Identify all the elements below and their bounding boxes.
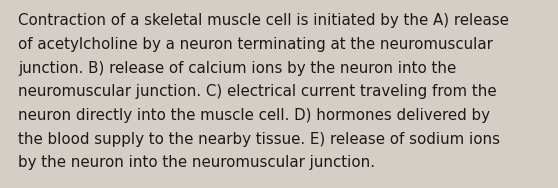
- Text: neuromuscular junction. C) electrical current traveling from the: neuromuscular junction. C) electrical cu…: [18, 84, 497, 99]
- Text: junction. B) release of calcium ions by the neuron into the: junction. B) release of calcium ions by …: [18, 61, 456, 76]
- Text: of acetylcholine by a neuron terminating at the neuromuscular: of acetylcholine by a neuron terminating…: [18, 37, 493, 52]
- Text: neuron directly into the muscle cell. D) hormones delivered by: neuron directly into the muscle cell. D)…: [18, 108, 490, 123]
- Text: the blood supply to the nearby tissue. E) release of sodium ions: the blood supply to the nearby tissue. E…: [18, 132, 500, 147]
- Text: Contraction of a skeletal muscle cell is initiated by the A) release: Contraction of a skeletal muscle cell is…: [18, 13, 509, 28]
- Text: by the neuron into the neuromuscular junction.: by the neuron into the neuromuscular jun…: [18, 155, 375, 170]
